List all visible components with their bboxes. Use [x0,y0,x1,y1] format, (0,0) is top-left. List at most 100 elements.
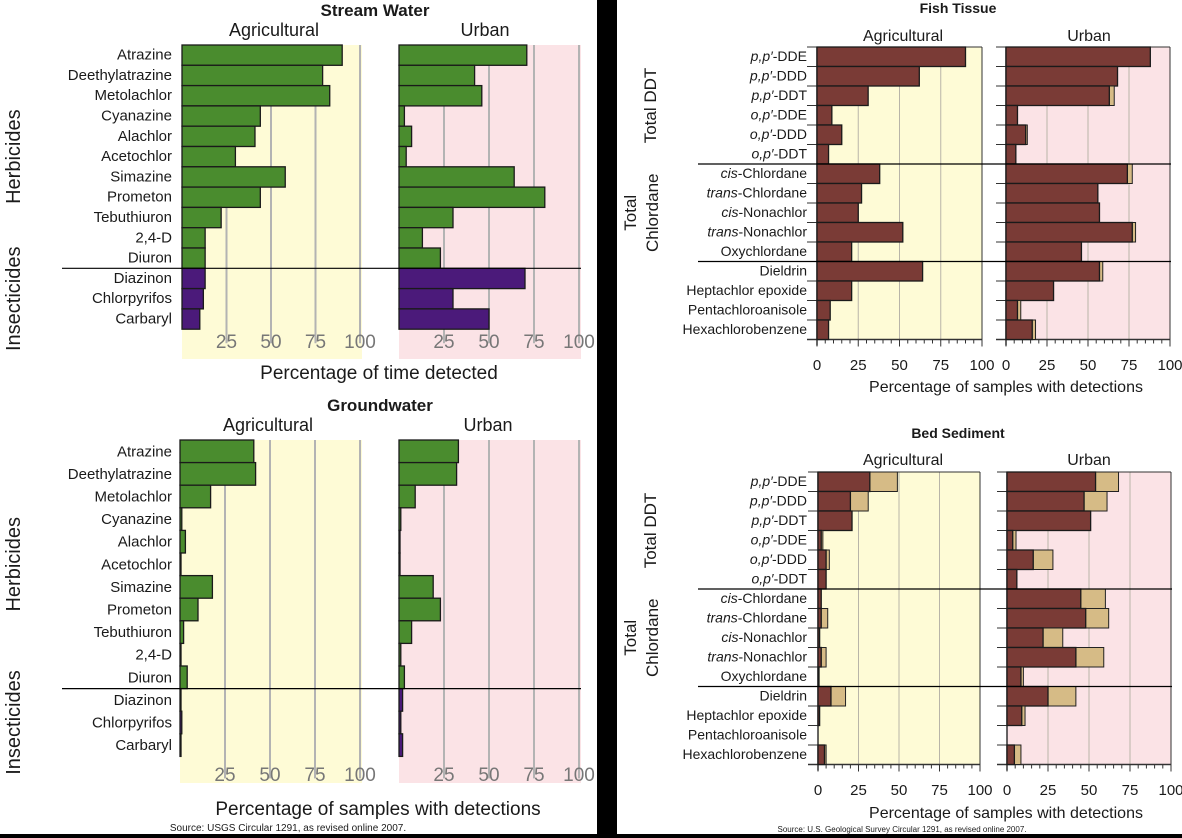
category-label: Acetochlor [101,148,172,165]
chart-title: Fish Tissue [920,0,997,16]
bar [181,145,237,168]
category-label: Carbaryl [115,311,172,328]
category-label: o,p′-DDD [750,551,807,567]
bar [398,710,402,735]
x-tick-label: 75 [1122,782,1139,799]
category-prefix: trans [707,649,738,665]
category-label: Metolachlor [94,87,172,104]
bar [181,206,222,229]
bar [1005,319,1033,341]
bar [1006,549,1034,571]
x-tick-label: 75 [1121,357,1138,374]
bar [398,665,406,690]
bar [817,705,821,727]
category-label: Carbaryl [115,737,172,754]
x-tick-label: 75 [523,765,544,786]
bar [1005,104,1019,126]
group-label: Herbicides [3,517,25,611]
panel-title-agricultural: Agricultural [223,415,313,435]
category-label: Chlorpyrifos [92,714,172,731]
x-tick-label: 0 [1002,357,1010,374]
chart-title: Stream Water [321,1,430,20]
bar [179,574,214,599]
bar [179,529,187,554]
bar [816,143,830,165]
category-label: o,p′-DDT [751,146,807,162]
category-suffix: Pentachloroanisole [688,302,807,318]
bar [181,308,201,330]
bar [181,64,324,87]
bar [816,65,920,87]
x-tick-label: 25 [433,332,454,353]
category-label: o,p′-DDE [751,107,807,123]
bar [181,227,206,249]
bar [1006,588,1082,610]
bar [181,186,261,209]
bar [398,574,434,599]
category-prefix: cis [721,590,738,606]
source-note: Source: U.S. Geological Survey Circular … [777,825,1026,834]
x-tick-label: 75 [305,332,326,353]
x-tick-label: 100 [563,332,595,353]
group-label: Insecticides [3,247,25,352]
category-label: Hexachlorobenzene [682,321,807,337]
x-tick-label: 25 [214,765,235,786]
bar [817,549,827,571]
panel-title-agricultural: Agricultural [863,452,943,469]
category-suffix: -Chlordane [738,165,807,181]
bar [398,125,413,148]
bar [816,202,859,224]
category-suffix: Hexachlorobenzene [682,746,807,762]
category-label: Cyanazine [101,108,172,125]
category-label: Atrazine [117,443,172,460]
category-prefix: p,p′ [750,473,774,489]
x-tick-label: 0 [1003,782,1011,799]
bar [398,597,442,622]
bar [1005,299,1019,321]
bar [398,552,401,577]
x-tick-label: 50 [259,765,280,786]
category-suffix: -DDE [773,48,807,64]
category-label: trans-Nonachlor [707,224,807,240]
category-prefix: o,p′ [751,107,774,123]
bar [1006,705,1023,727]
category-label: Oxychlordane [721,243,808,259]
bar [1005,85,1110,107]
bar [398,287,454,310]
bar [179,665,188,690]
category-label: p,p′-DDT [750,512,807,528]
bar [181,125,256,148]
category-label: cis-Nonachlor [721,204,807,220]
bar [1006,529,1014,551]
group-label: Total [621,195,640,231]
bottom-border [0,834,1182,838]
category-suffix: -DDE [773,532,807,548]
bar [181,247,206,269]
category-label: cis-Nonachlor [721,629,807,645]
x-tick-label: 50 [1081,782,1098,799]
bar [1006,568,1018,590]
category-suffix: Dieldrin [760,688,807,704]
category-label: p,p′-DDE [750,48,807,64]
bar [1005,46,1151,68]
bar [817,510,853,532]
category-label: Deethylatrazine [68,67,172,84]
bar [398,105,406,127]
category-suffix: -Nonachlor [739,224,808,240]
bar [398,166,515,188]
panel-title-urban: Urban [1067,28,1111,45]
bar [1006,685,1049,707]
category-prefix: trans [707,185,738,201]
x-tick-label: 75 [932,357,949,374]
bar [816,85,869,107]
category-prefix: p,p′ [750,512,774,528]
category-label: Alachlor [118,128,172,145]
category-suffix: -Nonachlor [739,629,808,645]
x-tick-label: 25 [433,765,454,786]
bar [181,84,331,107]
category-label: Diuron [128,669,172,686]
figure-divider [597,0,617,838]
bar [398,308,490,330]
category-suffix: -DDE [773,473,807,489]
